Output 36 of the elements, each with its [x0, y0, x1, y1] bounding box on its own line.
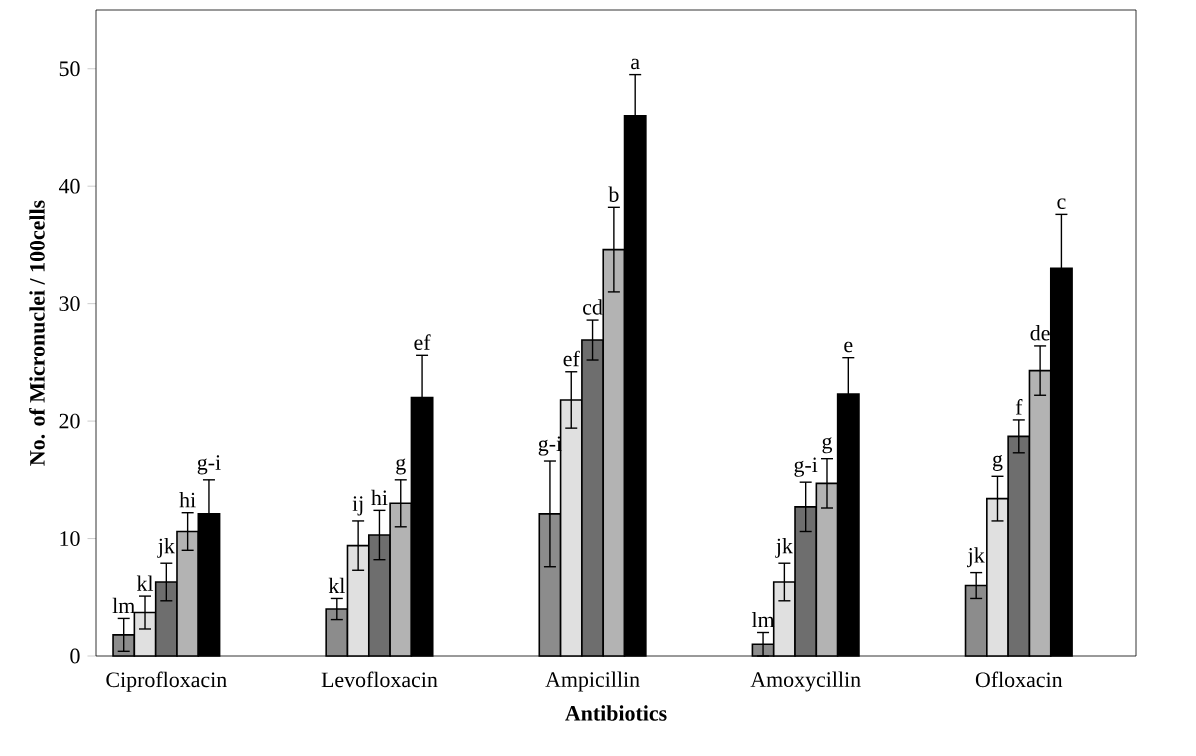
y-tick-label: 30	[59, 296, 80, 312]
data-label: b	[608, 186, 619, 202]
data-label: c	[1057, 198, 1066, 209]
data-label: g-i	[197, 455, 221, 475]
x-tick-label: Ofloxacin	[975, 671, 1063, 688]
y-axis-title: No. of Micronuclei / 100cells	[29, 200, 45, 466]
x-tick-label: Amoxycillin	[750, 671, 861, 692]
data-label: a	[631, 58, 640, 70]
data-label: lm	[112, 597, 135, 614]
data-label: g	[396, 458, 406, 475]
data-label: g	[992, 454, 1003, 471]
x-tick-label: Ampicillin	[545, 671, 640, 692]
y-tick-label: 10	[60, 531, 80, 546]
data-label: g	[822, 437, 833, 454]
y-tick-label: 50	[59, 61, 80, 77]
data-label: jk	[775, 537, 793, 558]
data-label: kl	[136, 575, 154, 591]
y-tick-label: 0	[70, 648, 80, 664]
x-tick-label: Ciprofloxacin	[106, 671, 227, 692]
data-label: jk	[157, 537, 175, 558]
data-label: ij	[352, 496, 363, 516]
data-label: e	[844, 341, 853, 353]
data-label: ef	[563, 350, 580, 367]
data-label: de	[1030, 325, 1050, 341]
data-label: g-i	[794, 457, 818, 477]
data-label: kl	[328, 577, 345, 594]
data-label: jk	[967, 547, 985, 568]
x-axis-title: Antibiotics	[565, 705, 667, 721]
data-label: ef	[414, 334, 431, 350]
data-label: f	[1015, 399, 1023, 415]
y-tick-label: 20	[59, 413, 80, 429]
data-label: hi	[371, 489, 388, 505]
data-label: hi	[179, 492, 196, 508]
data-label: lm	[751, 611, 775, 628]
x-tick-label: Levofloxacin	[321, 671, 438, 688]
y-tick-label: 40	[58, 178, 80, 194]
